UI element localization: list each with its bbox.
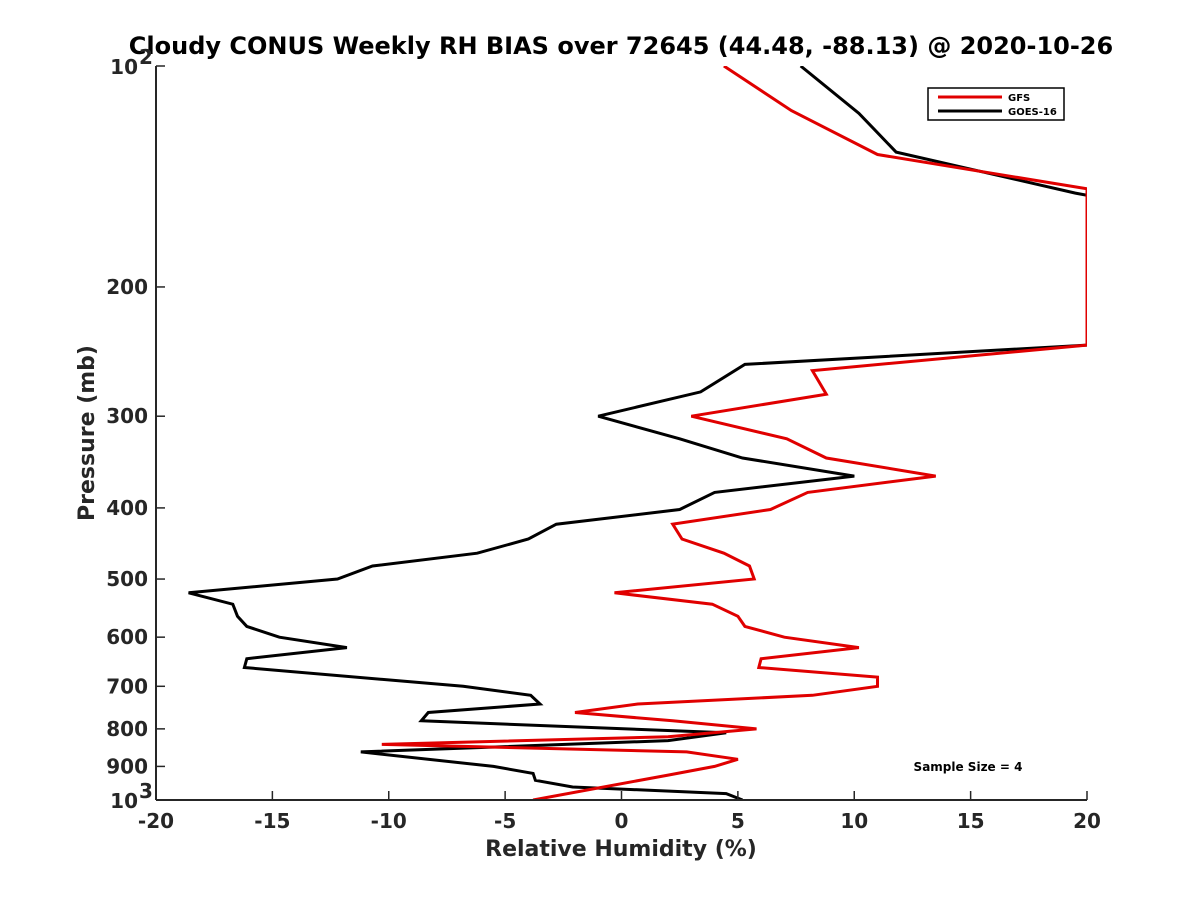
- series-line-goes-16: [188, 66, 1087, 800]
- y-tick-exponent: 3: [139, 779, 153, 803]
- y-tick-label: 10: [110, 55, 138, 79]
- y-tick-label: 10: [110, 789, 138, 813]
- x-tick-label: -10: [371, 809, 407, 833]
- x-tick-label: 10: [840, 809, 868, 833]
- y-tick-label: 300: [106, 404, 148, 428]
- x-tick-label: 20: [1073, 809, 1101, 833]
- y-tick-label: 600: [106, 625, 148, 649]
- sample-size-annotation: Sample Size = 4: [914, 760, 1023, 774]
- y-tick-label: 200: [106, 275, 148, 299]
- x-ticks: -20 -15 -10 -5 0 5 10 15 20: [138, 791, 1101, 833]
- x-tick-label: 0: [615, 809, 629, 833]
- y-tick-label: 900: [106, 754, 148, 778]
- y-axis-label: Pressure (mb): [75, 345, 100, 521]
- legend-box: [927, 87, 1065, 121]
- y-tick-exponent: 2: [139, 45, 153, 69]
- legend-label-goes-16: GOES-16: [1008, 107, 1057, 118]
- y-tick-base: 10: [110, 55, 138, 79]
- chart-title: Cloudy CONUS Weekly RH BIAS over 72645 (…: [129, 32, 1113, 60]
- y-tick-label: 700: [106, 674, 148, 698]
- x-tick-label: 5: [731, 809, 745, 833]
- y-tick-label: 500: [106, 567, 148, 591]
- x-tick-label: -20: [138, 809, 174, 833]
- x-axis-label: Relative Humidity (%): [485, 837, 757, 862]
- series-line-gfs: [381, 66, 1087, 800]
- legend: GFS GOES-16: [927, 87, 1065, 121]
- legend-label-gfs: GFS: [1008, 93, 1030, 104]
- x-tick-label: -5: [494, 809, 516, 833]
- y-tick-label: 800: [106, 717, 148, 741]
- x-tick-label: 15: [957, 809, 985, 833]
- y-tick-label: 400: [106, 496, 148, 520]
- y-tick-base: 10: [110, 789, 138, 813]
- x-tick-label: -15: [254, 809, 290, 833]
- axes-layer: [155, 66, 1087, 801]
- series-layer: [188, 66, 1087, 800]
